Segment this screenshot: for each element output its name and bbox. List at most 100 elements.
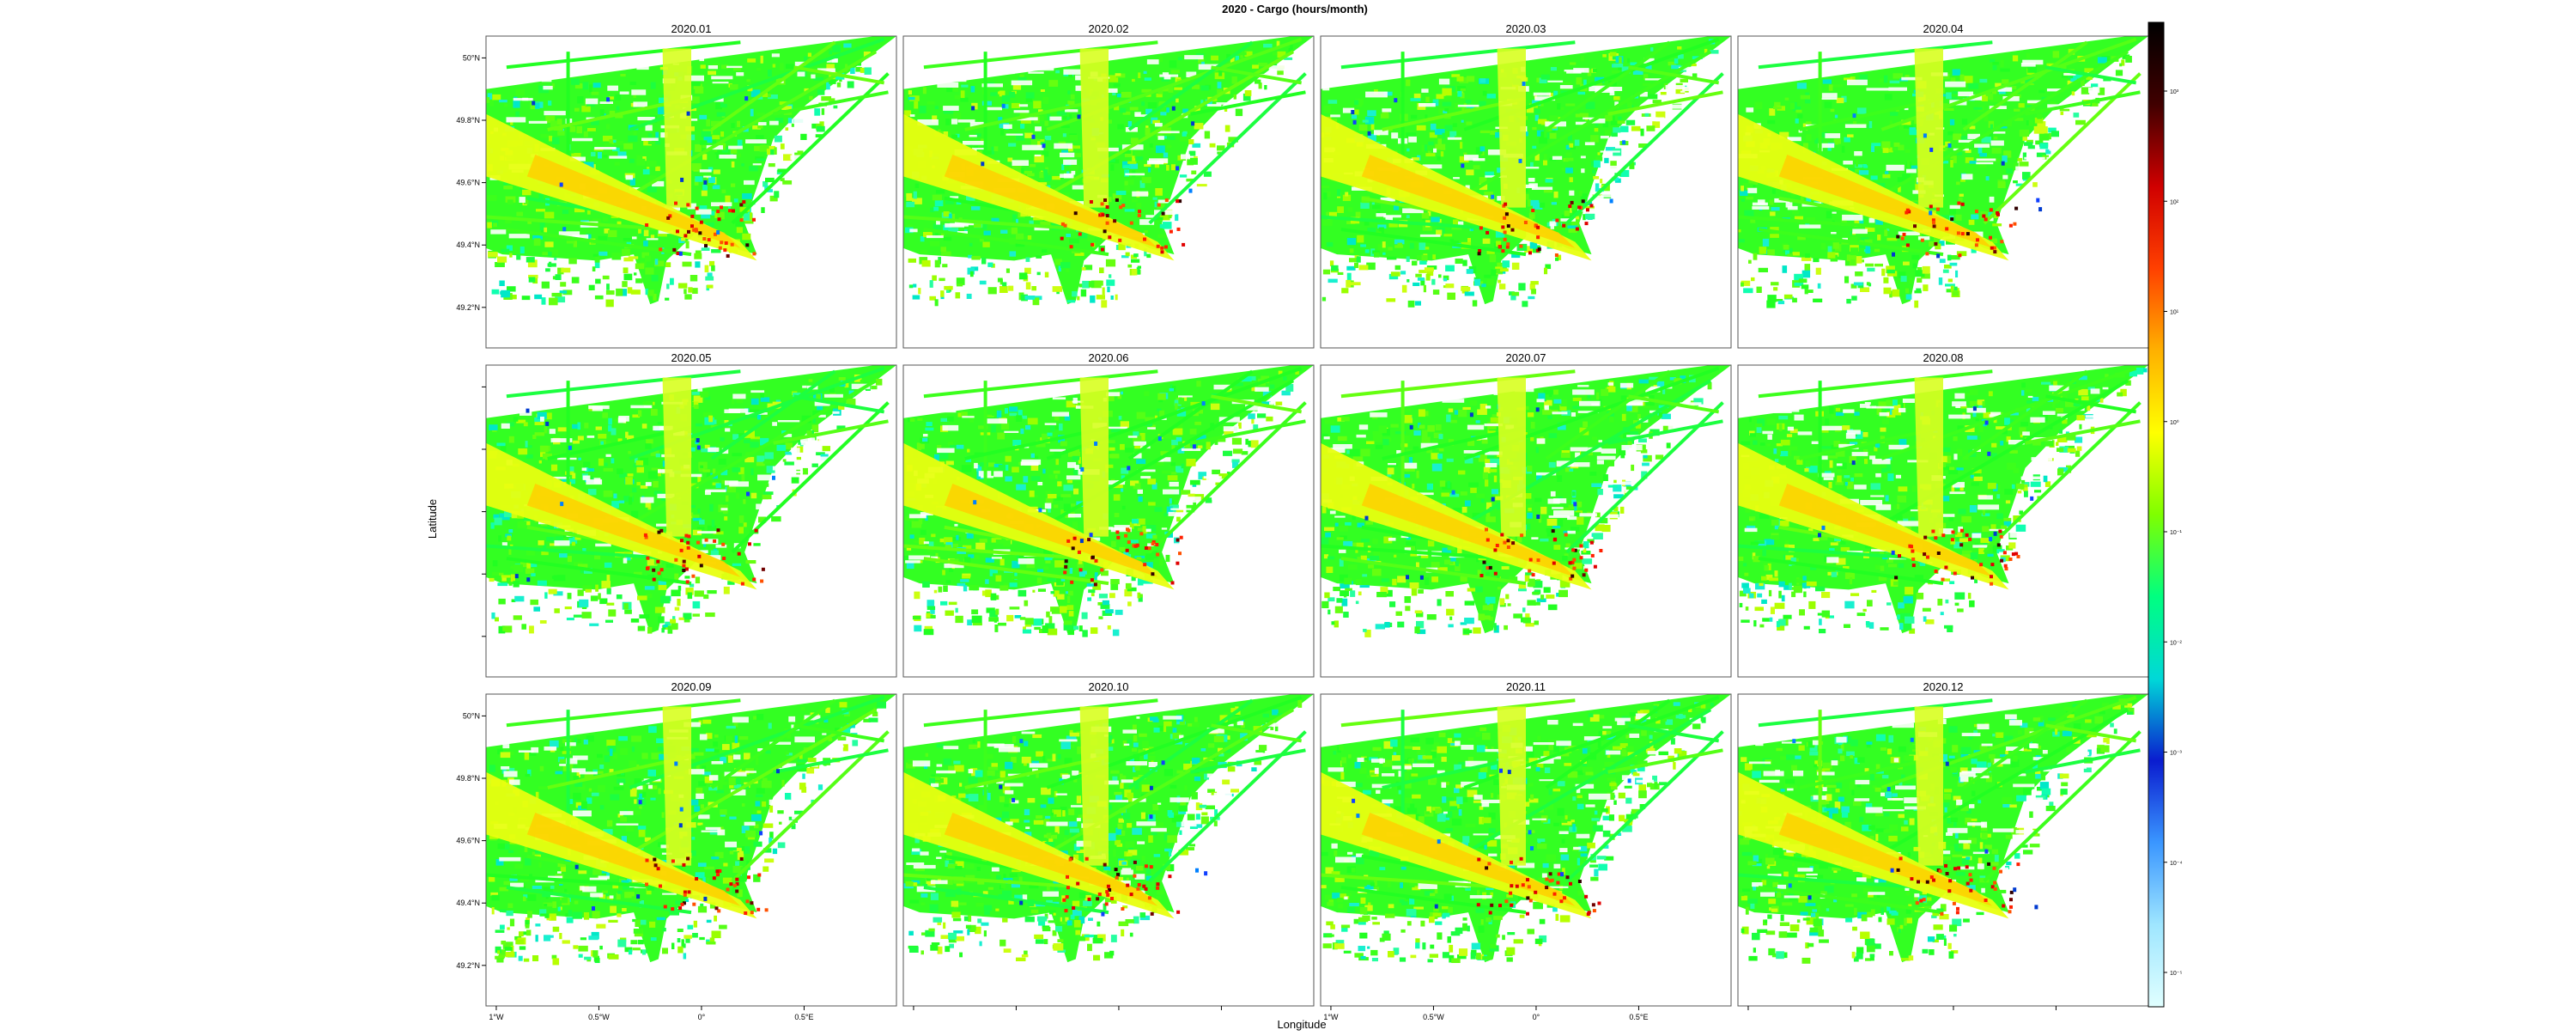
density-cell bbox=[1620, 125, 1629, 132]
density-cell bbox=[1122, 161, 1130, 168]
density-cell bbox=[1414, 301, 1421, 306]
density-cell bbox=[549, 297, 558, 306]
empty-cell bbox=[2081, 143, 2091, 149]
density-cell bbox=[1145, 525, 1157, 532]
density-cell bbox=[955, 292, 961, 299]
density-cell bbox=[990, 593, 997, 600]
density-cell bbox=[1490, 417, 1499, 424]
density-cell bbox=[1861, 237, 1869, 241]
density-cell bbox=[516, 254, 521, 260]
density-cell bbox=[1127, 161, 1137, 164]
density-cell bbox=[1959, 136, 1969, 142]
density-cell bbox=[1444, 559, 1454, 565]
low-density-cell bbox=[680, 177, 684, 182]
density-cell bbox=[970, 86, 975, 93]
empty-cell bbox=[917, 119, 939, 125]
density-cell bbox=[670, 619, 677, 624]
empty-cell bbox=[1385, 216, 1393, 222]
density-cell bbox=[1495, 131, 1502, 138]
density-cell bbox=[1048, 505, 1051, 513]
density-cell bbox=[1544, 267, 1548, 275]
density-cell bbox=[632, 414, 641, 418]
density-cell bbox=[1647, 94, 1658, 100]
density-cell bbox=[975, 133, 981, 137]
density-cell bbox=[1460, 576, 1467, 582]
density-cell bbox=[1445, 265, 1455, 271]
density-cell bbox=[516, 419, 526, 424]
low-density-cell bbox=[678, 251, 683, 256]
density-cell bbox=[2081, 79, 2085, 86]
density-cell bbox=[785, 451, 793, 455]
hotspot-cell bbox=[652, 568, 656, 572]
density-cell bbox=[1409, 582, 1419, 589]
density-cell bbox=[1337, 206, 1344, 213]
density-cell bbox=[697, 475, 702, 483]
density-cell bbox=[1032, 589, 1036, 593]
hotspot-cell bbox=[2013, 222, 2017, 226]
hotspot-cell bbox=[1157, 203, 1161, 207]
shipping-lane bbox=[2025, 90, 2141, 116]
density-cell bbox=[1613, 479, 1617, 484]
density-cell bbox=[998, 117, 1003, 123]
empty-cell bbox=[831, 448, 839, 452]
hotspot-cell bbox=[1554, 253, 1558, 257]
density-cell bbox=[1620, 395, 1627, 400]
density-cell bbox=[562, 210, 569, 215]
shipping-lane bbox=[773, 90, 889, 116]
density-cell bbox=[1027, 173, 1035, 177]
low-density-cell bbox=[1491, 194, 1495, 199]
density-cell bbox=[1486, 249, 1495, 254]
density-cell bbox=[1864, 239, 1873, 243]
hotspot-cell bbox=[752, 252, 756, 256]
density-cell bbox=[1331, 621, 1335, 625]
empty-cell bbox=[641, 137, 659, 141]
hotspot-cell bbox=[752, 577, 756, 582]
empty-cell bbox=[630, 405, 653, 409]
density-cell bbox=[616, 594, 623, 600]
density-cell bbox=[1027, 417, 1038, 425]
empty-cell bbox=[2095, 146, 2113, 151]
density-cell bbox=[1115, 294, 1118, 301]
density-cell bbox=[1985, 176, 1990, 181]
empty-cell bbox=[1206, 229, 1218, 233]
density-cell bbox=[1033, 101, 1042, 109]
empty-cell bbox=[501, 423, 510, 429]
density-cell bbox=[1527, 198, 1531, 207]
empty-cell bbox=[937, 82, 959, 88]
density-cell bbox=[566, 466, 574, 474]
density-cell bbox=[743, 522, 747, 527]
empty-cell bbox=[708, 65, 718, 70]
density-cell bbox=[1327, 278, 1338, 283]
density-cell bbox=[1078, 625, 1083, 631]
density-cell bbox=[1523, 504, 1533, 508]
empty-cell bbox=[618, 416, 629, 422]
empty-cell bbox=[522, 97, 529, 101]
density-cell bbox=[574, 535, 581, 540]
density-cell bbox=[1464, 600, 1475, 606]
density-cell bbox=[720, 469, 728, 476]
density-cell bbox=[1107, 395, 1115, 402]
shipping-lane bbox=[2045, 65, 2137, 85]
density-cell bbox=[995, 608, 999, 615]
hotspot-cell bbox=[1078, 232, 1082, 236]
hotspot-cell bbox=[1182, 242, 1186, 247]
empty-cell bbox=[829, 468, 845, 474]
density-cell bbox=[1847, 134, 1854, 137]
hotspot-cell bbox=[679, 539, 683, 543]
density-cell bbox=[1068, 611, 1074, 617]
density-cell bbox=[1176, 516, 1181, 522]
density-cell bbox=[1043, 566, 1049, 570]
empty-cell bbox=[1322, 85, 1330, 91]
density-cell bbox=[1953, 286, 1958, 294]
density-cell bbox=[1595, 524, 1605, 532]
density-cell bbox=[1561, 168, 1566, 172]
density-cell bbox=[1370, 123, 1375, 131]
density-cell bbox=[860, 67, 867, 73]
density-cell bbox=[1026, 562, 1036, 569]
density-cell bbox=[1030, 453, 1035, 458]
density-cell bbox=[704, 444, 710, 451]
empty-cell bbox=[593, 478, 601, 484]
density-cell bbox=[994, 625, 999, 632]
density-cell bbox=[1175, 403, 1178, 410]
density-cell bbox=[1443, 110, 1448, 113]
